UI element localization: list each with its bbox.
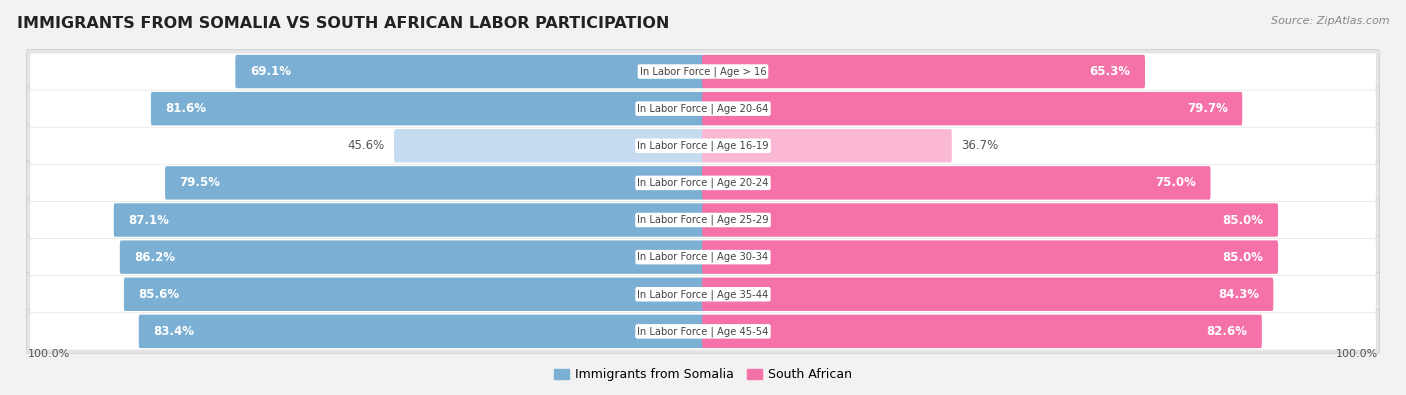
Text: 87.1%: 87.1%	[128, 214, 169, 226]
Text: 86.2%: 86.2%	[135, 251, 176, 263]
Text: In Labor Force | Age 45-54: In Labor Force | Age 45-54	[637, 326, 769, 337]
Text: 100.0%: 100.0%	[1336, 349, 1378, 359]
Text: 84.3%: 84.3%	[1218, 288, 1258, 301]
Text: 36.7%: 36.7%	[962, 139, 998, 152]
FancyBboxPatch shape	[27, 124, 1379, 167]
Text: 82.6%: 82.6%	[1206, 325, 1247, 338]
FancyBboxPatch shape	[27, 50, 1379, 94]
FancyBboxPatch shape	[702, 203, 1278, 237]
FancyBboxPatch shape	[30, 53, 1376, 90]
Text: 100.0%: 100.0%	[28, 349, 70, 359]
FancyBboxPatch shape	[114, 203, 704, 237]
Text: Source: ZipAtlas.com: Source: ZipAtlas.com	[1271, 16, 1389, 26]
FancyBboxPatch shape	[30, 276, 1376, 312]
FancyBboxPatch shape	[139, 315, 704, 348]
FancyBboxPatch shape	[394, 129, 704, 162]
FancyBboxPatch shape	[30, 239, 1376, 275]
FancyBboxPatch shape	[27, 309, 1379, 353]
FancyBboxPatch shape	[27, 235, 1379, 279]
Text: In Labor Force | Age 35-44: In Labor Force | Age 35-44	[637, 289, 769, 299]
FancyBboxPatch shape	[30, 90, 1376, 127]
FancyBboxPatch shape	[30, 165, 1376, 201]
Text: 45.6%: 45.6%	[347, 139, 385, 152]
FancyBboxPatch shape	[150, 92, 704, 125]
FancyBboxPatch shape	[30, 128, 1376, 164]
FancyBboxPatch shape	[27, 272, 1379, 316]
FancyBboxPatch shape	[702, 278, 1274, 311]
Text: 75.0%: 75.0%	[1156, 177, 1197, 189]
FancyBboxPatch shape	[124, 278, 704, 311]
Text: 65.3%: 65.3%	[1090, 65, 1130, 78]
Text: 79.5%: 79.5%	[180, 177, 221, 189]
Text: 85.6%: 85.6%	[138, 288, 180, 301]
FancyBboxPatch shape	[30, 313, 1376, 350]
FancyBboxPatch shape	[120, 241, 704, 274]
Text: In Labor Force | Age 30-34: In Labor Force | Age 30-34	[637, 252, 769, 262]
Text: In Labor Force | Age 16-19: In Labor Force | Age 16-19	[637, 141, 769, 151]
Text: In Labor Force | Age > 16: In Labor Force | Age > 16	[640, 66, 766, 77]
Text: 81.6%: 81.6%	[166, 102, 207, 115]
FancyBboxPatch shape	[27, 198, 1379, 242]
Text: 85.0%: 85.0%	[1223, 214, 1264, 226]
Legend: Immigrants from Somalia, South African: Immigrants from Somalia, South African	[550, 363, 856, 386]
Text: 83.4%: 83.4%	[153, 325, 194, 338]
FancyBboxPatch shape	[702, 315, 1261, 348]
FancyBboxPatch shape	[30, 202, 1376, 238]
FancyBboxPatch shape	[702, 92, 1243, 125]
FancyBboxPatch shape	[702, 55, 1144, 88]
Text: 85.0%: 85.0%	[1223, 251, 1264, 263]
FancyBboxPatch shape	[702, 166, 1211, 199]
FancyBboxPatch shape	[27, 161, 1379, 205]
FancyBboxPatch shape	[702, 129, 952, 162]
FancyBboxPatch shape	[235, 55, 704, 88]
Text: 79.7%: 79.7%	[1187, 102, 1227, 115]
Text: In Labor Force | Age 20-64: In Labor Force | Age 20-64	[637, 103, 769, 114]
Text: In Labor Force | Age 25-29: In Labor Force | Age 25-29	[637, 215, 769, 225]
Text: IMMIGRANTS FROM SOMALIA VS SOUTH AFRICAN LABOR PARTICIPATION: IMMIGRANTS FROM SOMALIA VS SOUTH AFRICAN…	[17, 16, 669, 31]
FancyBboxPatch shape	[165, 166, 704, 199]
Text: In Labor Force | Age 20-24: In Labor Force | Age 20-24	[637, 178, 769, 188]
Text: 69.1%: 69.1%	[250, 65, 291, 78]
FancyBboxPatch shape	[27, 87, 1379, 131]
FancyBboxPatch shape	[702, 241, 1278, 274]
